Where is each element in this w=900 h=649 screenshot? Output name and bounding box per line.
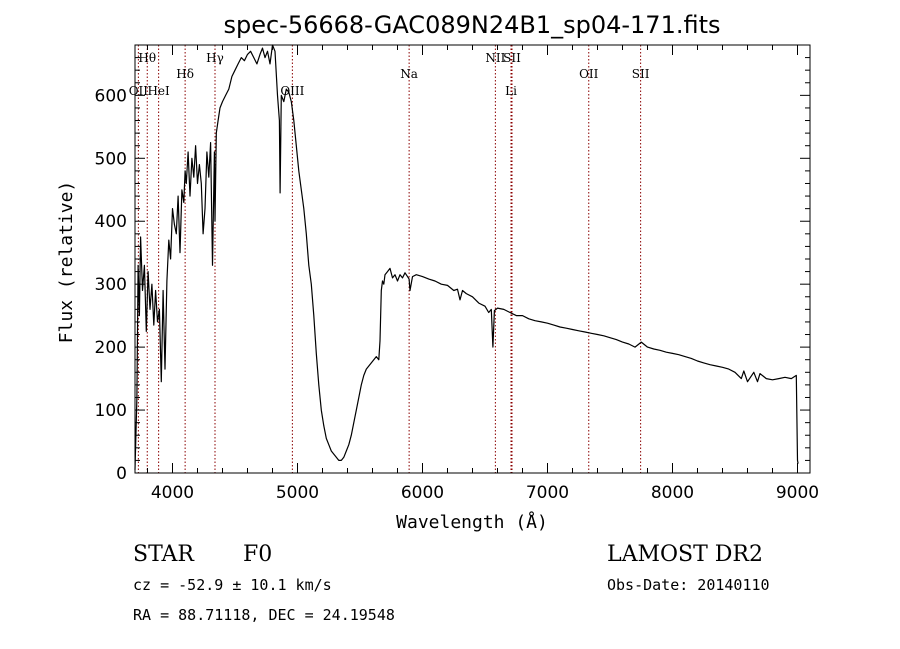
spectral-line-label: Hδ (176, 67, 194, 81)
y-tick-label: 600 (95, 86, 127, 106)
x-tick-label: 4000 (151, 483, 194, 503)
object-subclass: F0 (243, 542, 272, 567)
survey-name: LAMOST DR2 (607, 542, 763, 567)
spectral-line-label: SII (632, 67, 650, 81)
chart-title: spec-56668-GAC089N24B1_sp04-171.fits (223, 11, 720, 39)
obs-date: Obs-Date: 20140110 (607, 576, 770, 594)
x-tick-label: 9000 (776, 483, 819, 503)
spectral-line-label: Li (505, 84, 517, 98)
x-tick-label: 5000 (276, 483, 319, 503)
object-class: STAR (133, 542, 195, 567)
x-tick-label: 8000 (651, 483, 694, 503)
y-tick-label: 0 (116, 464, 127, 484)
plot-frame (134, 44, 811, 474)
x-tick-label: 6000 (401, 483, 444, 503)
spectral-line-label: Na (400, 67, 418, 81)
spectral-line-label: SII (503, 51, 521, 65)
y-tick-label: 400 (95, 212, 127, 232)
spectral-line-label: Hθ (138, 51, 156, 65)
spectral-line-label: OII (129, 84, 149, 98)
y-tick-label: 300 (95, 275, 127, 295)
y-tick-label: 100 (95, 401, 127, 421)
spectral-line-label: HeI (147, 84, 170, 98)
coordinates: RA = 88.71118, DEC = 24.19548 (133, 606, 395, 624)
spectrum-line (134, 44, 799, 470)
spectral-line-label: OIII (280, 84, 304, 98)
spectral-line-label: NII (485, 51, 505, 65)
y-tick-label: 200 (95, 338, 127, 358)
redshift-readout: cz = -52.9 ± 10.1 km/s (133, 576, 332, 594)
spectral-line-label: Hγ (206, 51, 224, 65)
axis-ticks-layer: 4000 5000 6000 7000 8000 9000 0 100 200 300 400 500… (95, 45, 819, 503)
x-tick-label: 7000 (526, 483, 569, 503)
y-tick-label: 500 (95, 149, 127, 169)
y-axis-label: Flux (relative) (56, 181, 77, 344)
spectral-line-label: OII (579, 67, 599, 81)
x-axis-label: Wavelength (Å) (396, 511, 548, 533)
